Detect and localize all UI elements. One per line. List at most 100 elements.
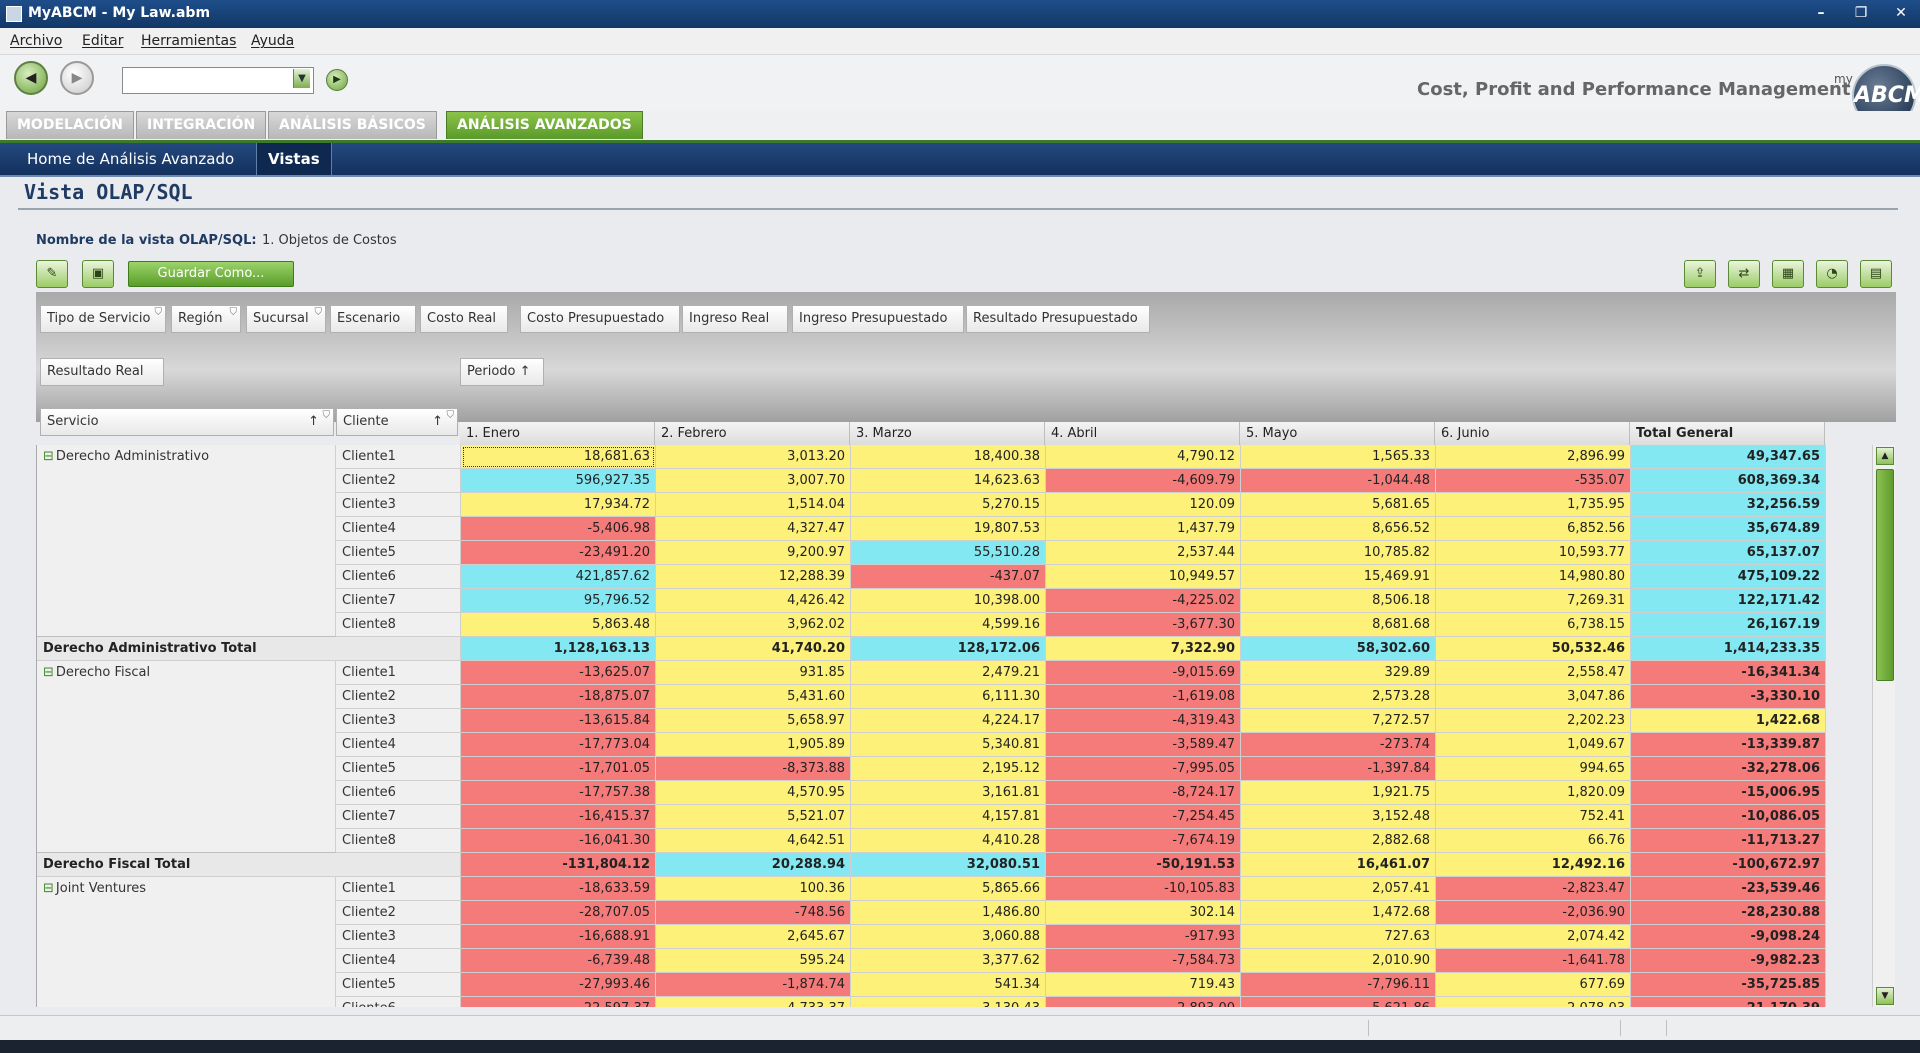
value-cell[interactable]: -2,036.90	[1436, 901, 1631, 925]
value-cell[interactable]: -748.56	[656, 901, 851, 925]
client-label[interactable]: Cliente8	[336, 613, 461, 637]
value-cell[interactable]: 2,479.21	[851, 661, 1046, 685]
group-total-cell[interactable]: 12,492.16	[1436, 853, 1631, 877]
value-cell[interactable]: 10,949.57	[1046, 565, 1241, 589]
row-total-cell[interactable]: -11,713.27	[1631, 829, 1826, 853]
chart-view-button[interactable]: ◔	[1816, 260, 1848, 288]
value-cell[interactable]: -18,633.59	[461, 877, 656, 901]
value-cell[interactable]: 4,642.51	[656, 829, 851, 853]
value-cell[interactable]: 7,269.31	[1436, 589, 1631, 613]
client-label[interactable]: Cliente1	[336, 445, 461, 469]
value-cell[interactable]: 4,426.42	[656, 589, 851, 613]
value-cell[interactable]: 5,865.66	[851, 877, 1046, 901]
value-cell[interactable]: 1,905.89	[656, 733, 851, 757]
scroll-up-icon[interactable]: ▲	[1876, 447, 1894, 465]
value-cell[interactable]: 2,896.99	[1436, 445, 1631, 469]
client-label[interactable]: Cliente2	[336, 469, 461, 493]
row-total-cell[interactable]: -9,982.23	[1631, 949, 1826, 973]
value-cell[interactable]: 100.36	[656, 877, 851, 901]
column-field[interactable]: Periodo ↑	[460, 358, 544, 386]
value-cell[interactable]: 7,272.57	[1241, 709, 1436, 733]
column-header-total[interactable]: Total General	[1630, 422, 1825, 445]
value-cell[interactable]: -3,677.30	[1046, 613, 1241, 637]
value-cell[interactable]: 2,010.90	[1241, 949, 1436, 973]
value-cell[interactable]: -5,406.98	[461, 517, 656, 541]
value-cell[interactable]: 1,735.95	[1436, 493, 1631, 517]
value-cell[interactable]: 12,288.39	[656, 565, 851, 589]
row-total-cell[interactable]: -9,098.24	[1631, 925, 1826, 949]
filter-field[interactable]: Resultado Presupuestado	[966, 305, 1150, 333]
nav-home-analisis[interactable]: Home de Análisis Avanzado	[27, 150, 235, 168]
filter-field[interactable]: Costo Real	[420, 305, 508, 333]
row-total-cell[interactable]: -21,170.39	[1631, 997, 1826, 1007]
group-total-cell[interactable]: 32,080.51	[851, 853, 1046, 877]
client-label[interactable]: Cliente3	[336, 925, 461, 949]
row-total-cell[interactable]: -16,341.34	[1631, 661, 1826, 685]
filter-icon[interactable]: ⛉	[229, 307, 238, 318]
forward-button[interactable]: ▶	[60, 61, 94, 95]
group-total-cell[interactable]: 16,461.07	[1241, 853, 1436, 877]
group-total-cell[interactable]: -50,191.53	[1046, 853, 1241, 877]
value-cell[interactable]: -4,319.43	[1046, 709, 1241, 733]
client-label[interactable]: Cliente2	[336, 901, 461, 925]
value-cell[interactable]: 4,790.12	[1046, 445, 1241, 469]
value-cell[interactable]: 10,785.82	[1241, 541, 1436, 565]
value-cell[interactable]: 10,398.00	[851, 589, 1046, 613]
value-cell[interactable]: 4,733.37	[656, 997, 851, 1007]
row-total-cell[interactable]: -28,230.88	[1631, 901, 1826, 925]
row-total-cell[interactable]: -23,539.46	[1631, 877, 1826, 901]
value-cell[interactable]: 677.69	[1436, 973, 1631, 997]
value-cell[interactable]: -9,015.69	[1046, 661, 1241, 685]
group-total-cell[interactable]: 7,322.90	[1046, 637, 1241, 661]
row-total-cell[interactable]: 65,137.07	[1631, 541, 1826, 565]
client-label[interactable]: Cliente6	[336, 997, 461, 1007]
filter-icon[interactable]: ⛉	[322, 410, 331, 421]
value-cell[interactable]: 10,593.77	[1436, 541, 1631, 565]
group-total-cell[interactable]: 128,172.06	[851, 637, 1046, 661]
back-button[interactable]: ◀	[14, 61, 48, 95]
row-total-cell[interactable]: -13,339.87	[1631, 733, 1826, 757]
column-header[interactable]: 5. Mayo	[1240, 422, 1435, 445]
client-label[interactable]: Cliente6	[336, 781, 461, 805]
client-label[interactable]: Cliente3	[336, 493, 461, 517]
value-cell[interactable]: -7,254.45	[1046, 805, 1241, 829]
filter-field[interactable]: Ingreso Presupuestado	[792, 305, 964, 333]
value-cell[interactable]: 421,857.62	[461, 565, 656, 589]
client-label[interactable]: Cliente1	[336, 661, 461, 685]
scroll-thumb[interactable]	[1876, 469, 1894, 681]
collapse-icon[interactable]: ⊟	[43, 881, 54, 896]
value-cell[interactable]: -1,044.48	[1241, 469, 1436, 493]
menu-archivo[interactable]: Archivo	[10, 33, 63, 49]
value-cell[interactable]: -17,773.04	[461, 733, 656, 757]
value-cell[interactable]: 14,980.80	[1436, 565, 1631, 589]
column-header[interactable]: 3. Marzo	[850, 422, 1045, 445]
filter-icon[interactable]: ⛉	[314, 307, 323, 318]
value-cell[interactable]: 3,007.70	[656, 469, 851, 493]
value-cell[interactable]: 4,599.16	[851, 613, 1046, 637]
column-header[interactable]: 2. Febrero	[655, 422, 850, 445]
group-label[interactable]: ⊟ Derecho Administrativo	[37, 445, 336, 637]
value-cell[interactable]: -17,757.38	[461, 781, 656, 805]
value-cell[interactable]: 8,656.52	[1241, 517, 1436, 541]
tab-analisis-basicos[interactable]: ANÁLISIS BÁSICOS	[268, 111, 437, 139]
value-cell[interactable]: -6,739.48	[461, 949, 656, 973]
row-total-cell[interactable]: 26,167.19	[1631, 613, 1826, 637]
value-cell[interactable]: -22,597.37	[461, 997, 656, 1007]
value-cell[interactable]: 6,852.56	[1436, 517, 1631, 541]
client-label[interactable]: Cliente4	[336, 733, 461, 757]
menu-editar[interactable]: Editar	[82, 33, 124, 49]
filter-field[interactable]: Sucursal ⛉	[246, 305, 326, 333]
value-cell[interactable]: 6,738.15	[1436, 613, 1631, 637]
client-label[interactable]: Cliente5	[336, 757, 461, 781]
value-cell[interactable]: 719.43	[1046, 973, 1241, 997]
column-header[interactable]: 1. Enero	[460, 422, 655, 445]
value-cell[interactable]: 2,057.41	[1241, 877, 1436, 901]
value-cell[interactable]: -273.74	[1241, 733, 1436, 757]
value-cell[interactable]: 19,807.53	[851, 517, 1046, 541]
value-cell[interactable]: -7,584.73	[1046, 949, 1241, 973]
tab-integracion[interactable]: INTEGRACIÓN	[136, 111, 267, 139]
value-cell[interactable]: 15,469.91	[1241, 565, 1436, 589]
client-label[interactable]: Cliente2	[336, 685, 461, 709]
value-cell[interactable]: -1,397.84	[1241, 757, 1436, 781]
menu-ayuda[interactable]: Ayuda	[251, 33, 295, 49]
